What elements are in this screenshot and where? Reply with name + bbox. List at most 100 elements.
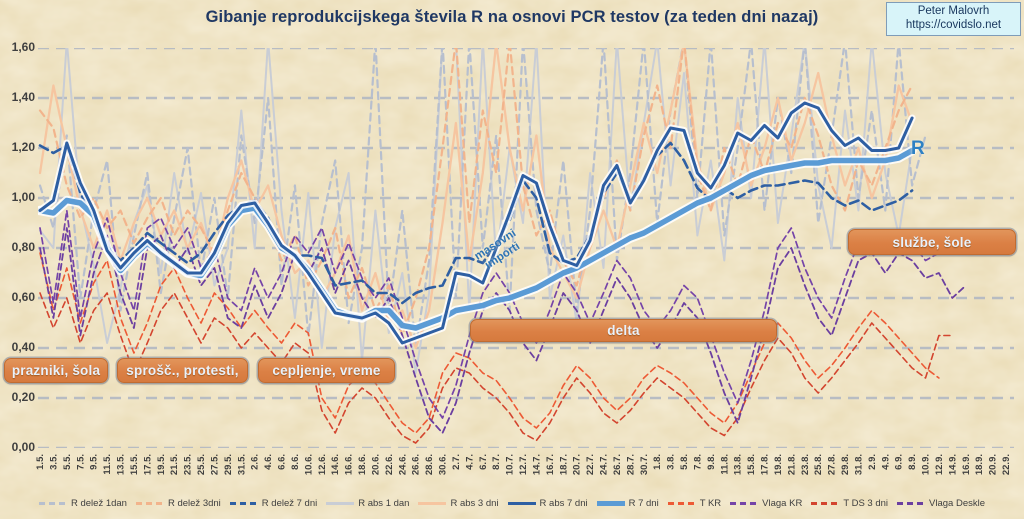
x-axis-label: 4.7. <box>464 454 476 470</box>
x-axis-label: 19.5. <box>155 454 167 476</box>
x-axis-label: 20.9. <box>987 454 999 476</box>
callout-spro-protesti: sprošč., protesti, <box>117 358 248 383</box>
x-axis-label: 20.6. <box>370 454 382 476</box>
legend-item-r-dele-1dan: R delež 1dan <box>38 498 127 509</box>
callout-slu-be-ole: službe, šole <box>848 229 1016 255</box>
chart-title: Gibanje reprodukcijskega števila R na os… <box>205 8 819 26</box>
y-axis-label: 1,20 <box>11 140 35 154</box>
legend-label: Vlaga Deskle <box>929 498 986 509</box>
legend-item-r-dele-7-dni: R delež 7 dni <box>229 498 318 509</box>
legend-item-r-abs-1-dan: R abs 1 dan <box>326 498 409 509</box>
x-axis-label: 13.8. <box>732 454 744 476</box>
x-axis-label: 18.9. <box>974 454 986 476</box>
callout-prazniki-ola: prazniki, šola <box>4 358 108 383</box>
legend-label: R 7 dni <box>628 498 659 509</box>
x-axis-label: 5.5. <box>61 454 73 470</box>
x-axis-label: 8.6. <box>289 454 301 470</box>
legend-item-t-kr: T KR <box>667 498 722 509</box>
x-axis-label: 7.8. <box>692 454 704 470</box>
series-line-r-abs-3-dni <box>38 48 914 350</box>
x-axis-label: 24.7. <box>598 454 610 476</box>
legend-label: R delež 3dni <box>167 498 221 509</box>
x-axis-label: 21.5. <box>169 454 181 476</box>
legend: R delež 1dan R delež 3dni R delež 7 dni R a… <box>0 498 1024 509</box>
credit-box[interactable]: Peter Malovrh https://covidslo.net <box>886 2 1021 36</box>
legend-item-vlaga-deskle: Vlaga Deskle <box>897 498 985 509</box>
x-axis-label: 18.7. <box>558 454 570 476</box>
x-axis-label: 5.8. <box>679 454 690 470</box>
x-axis-label: 20.7. <box>571 454 583 476</box>
legend-label: T DS 3 dni <box>843 498 889 509</box>
callout-cepljenje-vreme: cepljenje, vreme <box>258 358 395 383</box>
x-axis-label: 15.5. <box>128 454 140 476</box>
legend-item-r-abs-7-dni: R abs 7 dni <box>507 498 588 509</box>
x-axis-label: 10.6. <box>303 454 315 476</box>
legend-item-r-dele-3dni: R delež 3dni <box>135 498 221 509</box>
y-axis-label: 0,60 <box>11 290 35 304</box>
x-axis-label: 16.7. <box>544 454 556 476</box>
legend-swatch <box>326 502 355 505</box>
callout-delta: delta <box>470 319 777 342</box>
x-axis-label: 1.8. <box>652 454 664 470</box>
x-axis-label: 30.6. <box>437 454 449 476</box>
x-axis-label: 27.8. <box>826 454 838 476</box>
x-axis-label: 2.9. <box>866 454 878 470</box>
x-axis-label: 3.8. <box>665 454 677 470</box>
legend-label: Vlaga KR <box>762 498 803 509</box>
legend-swatch <box>418 502 447 505</box>
legend-swatch <box>507 502 536 505</box>
series-line-t-ds-3-dni <box>39 292 954 444</box>
x-axis-label: 6.6. <box>276 454 288 470</box>
x-axis-label: 29.5. <box>222 454 234 476</box>
y-axis-label: 1,60 <box>11 40 35 54</box>
x-axis-label: 28.7. <box>625 454 637 476</box>
legend-label: R delež 7 dni <box>261 498 318 509</box>
legend-item-vlaga-kr: Vlaga KR <box>730 498 802 509</box>
x-axis-label: 14.7. <box>531 454 543 476</box>
x-axis-label: 4.9. <box>880 454 892 470</box>
credit-url[interactable]: https://covidslo.net <box>905 18 1002 31</box>
x-axis-label: 23.5. <box>182 454 194 476</box>
plot-area <box>38 48 1014 448</box>
x-axis-label: 30.7. <box>638 454 650 476</box>
x-axis-label: 25.8. <box>813 454 825 476</box>
x-axis-label: 12.6. <box>316 454 328 476</box>
legend-swatch <box>229 502 258 505</box>
x-axis-label: 26.6. <box>410 454 422 476</box>
series-line-vlaga-kr <box>39 209 954 419</box>
x-axis-label: 17.5. <box>142 454 154 476</box>
x-axis-label: 26.7. <box>611 454 623 476</box>
x-axis-label: 9.5. <box>88 454 100 470</box>
legend-swatch <box>667 502 696 505</box>
x-axis-label: 17.8. <box>759 454 771 476</box>
x-axis-label: 4.6. <box>263 454 275 470</box>
x-axis-label: 24.6. <box>397 454 409 476</box>
legend-item-t-ds-3-dni: T DS 3 dni <box>811 498 888 509</box>
x-axis-label: 25.5. <box>196 454 207 476</box>
x-axis-label: 13.5. <box>115 454 127 476</box>
legend-label: R abs 3 dni <box>450 498 499 509</box>
series-line-r-abs-7-dni <box>38 101 914 345</box>
y-axis-label: 1,00 <box>11 190 35 204</box>
legend-item-r-7-dni: R 7 dni <box>596 498 659 509</box>
x-axis-label: 14.6. <box>330 454 342 476</box>
y-axis-label: 0,20 <box>11 390 35 404</box>
x-axis-label: 15.8. <box>746 454 758 476</box>
x-axis-label: 12.9. <box>933 454 945 476</box>
x-axis-label: 28.6. <box>424 454 436 476</box>
x-axis-label: 9.8. <box>705 454 717 470</box>
x-axis-label: 14.9. <box>947 454 959 476</box>
x-axis-label: 8.9. <box>907 454 919 470</box>
x-axis-label: 27.5. <box>209 454 221 476</box>
legend-label: T KR <box>699 498 722 509</box>
x-axis-label: 12.7. <box>518 454 529 476</box>
series-line-r-dele-3dni <box>38 48 914 337</box>
x-axis-label: 23.8. <box>799 454 811 476</box>
x-axis-label: 11.5. <box>102 454 114 475</box>
x-axis-label: 31.8. <box>853 454 865 476</box>
x-axis-label: 2.7. <box>450 454 462 470</box>
x-axis-label: 22.9. <box>1001 454 1012 476</box>
legend-swatch <box>811 502 840 505</box>
legend-swatch <box>135 502 164 505</box>
